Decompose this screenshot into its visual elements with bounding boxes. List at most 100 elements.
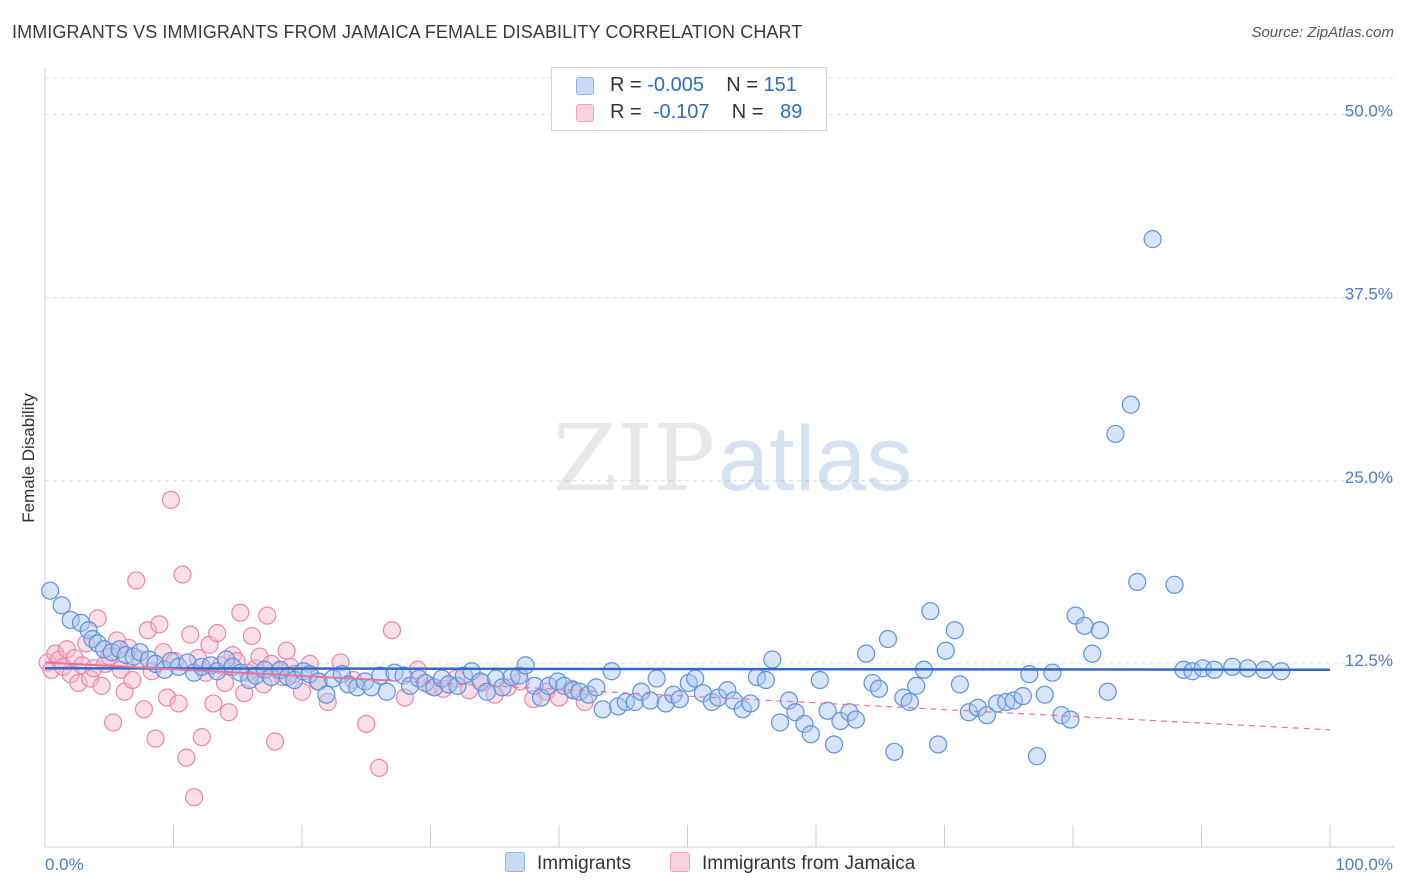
data-point xyxy=(928,735,948,754)
data-point xyxy=(377,682,396,701)
data-point xyxy=(670,689,689,709)
data-point xyxy=(370,758,389,778)
chart-title: IMMIGRANTS VS IMMIGRANTS FROM JAMAICA FE… xyxy=(12,22,803,42)
y-tick-label: 50.0% xyxy=(1345,102,1393,121)
legend-swatch-immigrants xyxy=(576,77,594,95)
data-point xyxy=(1035,685,1054,704)
data-point xyxy=(382,621,402,640)
legend-n-value: 151 xyxy=(763,74,797,96)
trend-line-immigrants xyxy=(44,667,1331,672)
data-point xyxy=(602,662,621,681)
data-point xyxy=(493,678,512,697)
data-point xyxy=(977,706,997,725)
data-point xyxy=(525,676,544,695)
data-point xyxy=(756,670,775,690)
legend-n-label: N = xyxy=(731,101,764,123)
data-point xyxy=(1027,747,1047,766)
y-tick-label: 37.5% xyxy=(1345,285,1393,304)
axes xyxy=(44,68,1395,848)
data-point xyxy=(1238,659,1257,678)
data-point xyxy=(71,613,91,632)
data-point xyxy=(439,675,458,694)
data-point xyxy=(92,676,111,695)
data-point xyxy=(318,692,337,712)
bottom-legend-label-immigrants: Immigrants xyxy=(537,853,631,874)
data-point xyxy=(150,615,169,634)
data-point xyxy=(69,673,88,693)
data-point xyxy=(116,646,136,665)
legend-r-label: R = xyxy=(610,101,642,123)
y-tick-label: 25.0% xyxy=(1345,468,1393,487)
data-point xyxy=(448,676,467,695)
data-point xyxy=(184,788,204,807)
y-tick-label: 12.5% xyxy=(1345,651,1393,670)
data-point xyxy=(246,666,265,685)
data-point xyxy=(950,675,970,694)
data-point xyxy=(242,626,261,646)
legend-n-value: 89 xyxy=(780,101,803,123)
data-point xyxy=(840,703,859,722)
watermark-zip: ZIP xyxy=(553,405,715,512)
data-point xyxy=(511,672,530,691)
data-point xyxy=(127,571,146,590)
data-point xyxy=(741,694,760,713)
data-point xyxy=(1061,710,1080,729)
data-point xyxy=(647,669,666,688)
data-point xyxy=(265,732,285,751)
data-point xyxy=(1193,659,1212,678)
data-point xyxy=(641,691,660,710)
data-point xyxy=(1098,682,1117,701)
data-point xyxy=(79,621,98,640)
data-point xyxy=(1013,687,1032,706)
legend-r-value: -0.005 xyxy=(647,74,704,96)
data-point xyxy=(516,656,535,675)
tick-labels: 12.5% 25.0% 37.5% 50.0% 0.0% 100.0% Female Dis… xyxy=(19,102,1393,874)
data-point xyxy=(997,692,1016,712)
data-point xyxy=(219,703,238,722)
data-point xyxy=(1090,621,1110,640)
y-axis-label: Female Disability xyxy=(19,393,38,523)
data-point xyxy=(1043,663,1062,682)
data-point xyxy=(157,688,177,707)
data-point xyxy=(1143,230,1162,249)
data-point xyxy=(231,603,250,622)
data-point xyxy=(208,624,227,643)
data-point xyxy=(770,713,790,732)
data-point xyxy=(52,596,71,615)
data-point xyxy=(885,742,904,761)
data-point xyxy=(945,621,964,640)
legend-r-label: R = xyxy=(610,74,642,96)
bottom-legend-immigrants: Immigrants xyxy=(505,852,631,875)
data-point xyxy=(1165,575,1184,594)
data-point xyxy=(134,700,154,719)
data-point xyxy=(181,625,200,644)
data-point xyxy=(1183,662,1202,681)
bottom-legend-label-jamaica: Immigrants from Jamaica xyxy=(702,853,916,874)
watermark: ZIP atlas xyxy=(553,405,912,512)
data-point xyxy=(395,688,414,707)
data-point xyxy=(936,641,955,660)
data-point xyxy=(1004,691,1023,710)
watermark-atlas: atlas xyxy=(718,408,912,510)
data-point xyxy=(1223,657,1242,676)
x-tick-label: 100.0% xyxy=(1335,855,1393,874)
data-point xyxy=(869,679,889,698)
data-point xyxy=(763,650,782,669)
data-point xyxy=(593,700,612,719)
data-point xyxy=(161,490,181,509)
data-point xyxy=(41,581,60,600)
data-point xyxy=(1075,616,1094,635)
trend-line-jamaica-solid xyxy=(44,661,393,682)
data-point xyxy=(119,638,138,657)
data-point xyxy=(818,701,837,720)
bottom-legend-swatch-immigrants xyxy=(505,852,525,872)
data-point xyxy=(123,670,142,690)
bottom-legend-jamaica: Immigrants from Jamaica xyxy=(670,852,915,875)
trend-lines xyxy=(44,661,1331,731)
data-point xyxy=(462,662,481,681)
bottom-legend-swatch-jamaica xyxy=(670,852,690,872)
x-tick-label: 0.0% xyxy=(45,855,84,874)
data-point xyxy=(1066,606,1085,625)
data-point xyxy=(178,653,197,672)
